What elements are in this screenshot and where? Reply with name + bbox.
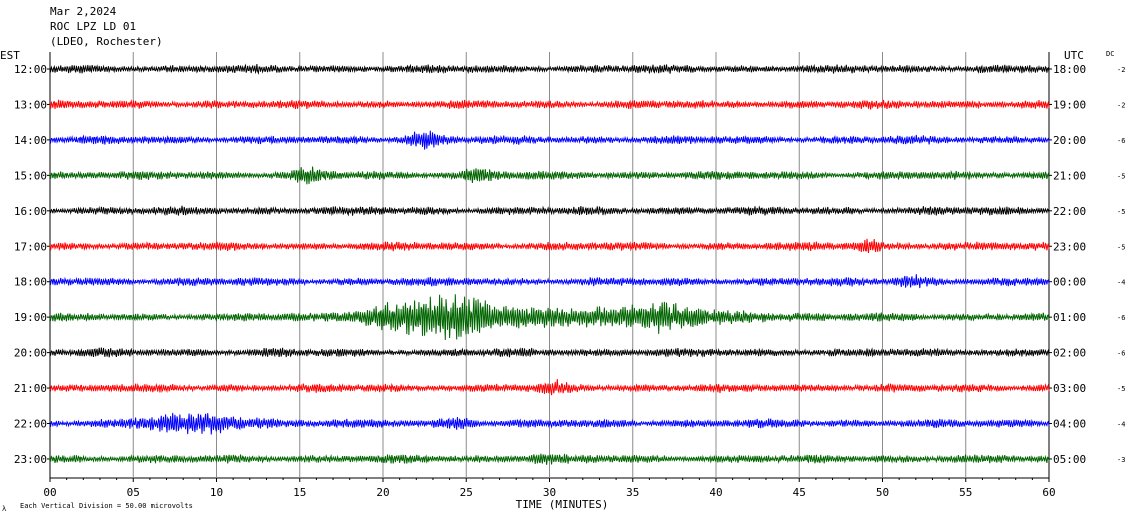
est-time-label: 22:00 bbox=[14, 418, 47, 431]
seismic-trace bbox=[49, 379, 1050, 396]
dc-offset-label: -5 bbox=[1117, 243, 1125, 251]
est-time-label: 21:00 bbox=[14, 382, 47, 395]
dc-offset-label: -5 bbox=[1117, 208, 1125, 216]
utc-time-label: 20:00 bbox=[1053, 134, 1086, 147]
est-time-label: 14:00 bbox=[14, 134, 47, 147]
footnote-marker: λ bbox=[2, 505, 6, 513]
utc-time-label: 23:00 bbox=[1053, 240, 1086, 253]
dc-offset-label: -5 bbox=[1117, 172, 1125, 180]
header-station: ROC LPZ LD 01 bbox=[50, 20, 137, 33]
dc-offset-label: -4 bbox=[1117, 421, 1125, 429]
dc-offset-label: -4 bbox=[1117, 279, 1125, 287]
dc-offset-label: -5 bbox=[1117, 385, 1125, 393]
utc-time-label: 18:00 bbox=[1053, 63, 1086, 76]
x-tick-label: 05 bbox=[127, 486, 140, 499]
vertical-grid bbox=[47, 52, 1052, 482]
dc-offset-label: -2 bbox=[1117, 101, 1125, 109]
x-axis-title: TIME (MINUTES) bbox=[516, 498, 609, 511]
est-time-label: 15:00 bbox=[14, 169, 47, 182]
utc-time-label: 00:00 bbox=[1053, 276, 1086, 289]
x-tick-label: 10 bbox=[210, 486, 223, 499]
est-time-label: 12:00 bbox=[14, 63, 47, 76]
seismic-trace bbox=[49, 294, 1050, 341]
x-tick-label: 15 bbox=[293, 486, 306, 499]
utc-time-label: 22:00 bbox=[1053, 205, 1086, 218]
x-tick-label: 60 bbox=[1042, 486, 1055, 499]
utc-time-label: 01:00 bbox=[1053, 311, 1086, 324]
est-time-label: 19:00 bbox=[14, 311, 47, 324]
utc-time-label: 05:00 bbox=[1053, 453, 1086, 466]
right-axis-label: UTC bbox=[1064, 49, 1084, 62]
x-tick-label: 45 bbox=[793, 486, 806, 499]
utc-time-label: 04:00 bbox=[1053, 418, 1086, 431]
dc-offset-label: -6 bbox=[1117, 350, 1125, 358]
left-axis-label: EST bbox=[0, 49, 20, 62]
dc-label: DC bbox=[1106, 50, 1114, 58]
header-date: Mar 2,2024 bbox=[50, 5, 117, 18]
utc-time-label: 03:00 bbox=[1053, 382, 1086, 395]
x-tick-label: 55 bbox=[959, 486, 972, 499]
est-time-label: 16:00 bbox=[14, 205, 47, 218]
utc-time-label: 02:00 bbox=[1053, 347, 1086, 360]
seismic-trace bbox=[49, 412, 1050, 435]
seismic-trace bbox=[49, 130, 1050, 150]
est-time-label: 17:00 bbox=[14, 240, 47, 253]
dc-offset-label: -3 bbox=[1117, 456, 1125, 464]
x-tick-label: 35 bbox=[626, 486, 639, 499]
seismic-trace bbox=[49, 99, 1050, 110]
scale-footnote: Each Vertical Division = 50.00 microvolt… bbox=[20, 502, 193, 510]
est-time-label: 23:00 bbox=[14, 453, 47, 466]
est-time-label: 18:00 bbox=[14, 276, 47, 289]
seismic-trace bbox=[49, 274, 1050, 289]
seismic-trace bbox=[49, 63, 1050, 75]
seismic-trace bbox=[49, 166, 1050, 185]
x-tick-label: 30 bbox=[543, 486, 556, 499]
seismic-trace bbox=[49, 453, 1050, 465]
x-tick-label: 20 bbox=[376, 486, 389, 499]
est-time-label: 13:00 bbox=[14, 98, 47, 111]
x-tick-label: 00 bbox=[43, 486, 56, 499]
x-tick-label: 40 bbox=[709, 486, 722, 499]
seismogram-traces bbox=[49, 63, 1050, 465]
utc-time-label: 19:00 bbox=[1053, 98, 1086, 111]
dc-offset-label: -6 bbox=[1117, 314, 1125, 322]
seismic-trace bbox=[49, 205, 1050, 217]
dc-offset-label: -2 bbox=[1117, 66, 1125, 74]
seismic-trace bbox=[49, 238, 1050, 253]
header-network: (LDEO, Rochester) bbox=[50, 35, 163, 48]
x-tick-label: 25 bbox=[460, 486, 473, 499]
x-tick-label: 50 bbox=[876, 486, 889, 499]
est-time-label: 20:00 bbox=[14, 347, 47, 360]
dc-offset-label: -6 bbox=[1117, 137, 1125, 145]
axis-labels: 00 05 10 15 20 25 30 35 40 45 50 55 60 12:00 18:00 -2 13… bbox=[14, 63, 1126, 499]
utc-time-label: 21:00 bbox=[1053, 169, 1086, 182]
seismic-trace bbox=[49, 347, 1050, 358]
